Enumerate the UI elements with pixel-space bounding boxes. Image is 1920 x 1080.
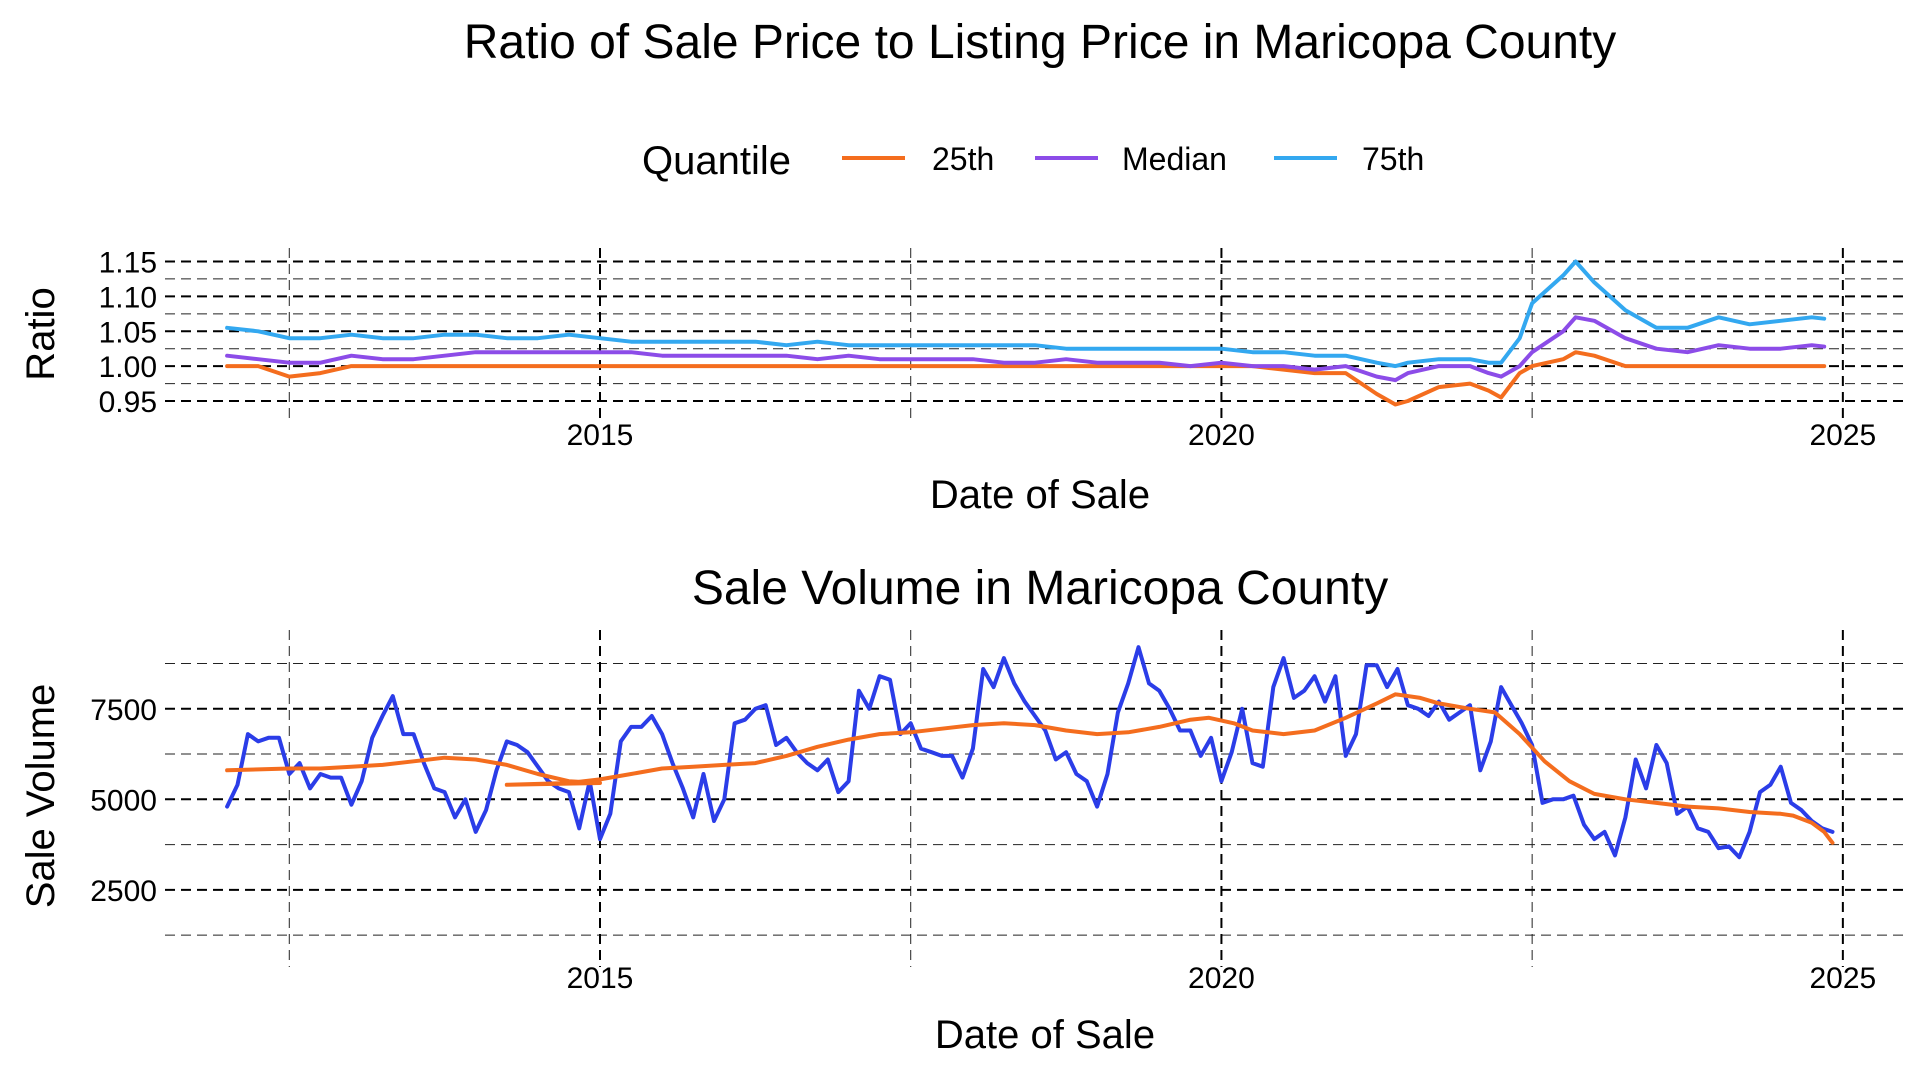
legend: Quantile 25th Median 75th xyxy=(642,139,1424,183)
y-tick-label: 1.05 xyxy=(99,316,157,349)
chart-title: Ratio of Sale Price to Listing Price in … xyxy=(464,16,1617,69)
volume-y-axis-label: Sale Volume xyxy=(19,684,63,909)
legend-label-75th: 75th xyxy=(1362,141,1424,177)
legend-label-25th: 25th xyxy=(932,141,994,177)
volume-x-ticks: 2015 2020 2025 xyxy=(567,962,1877,995)
y-tick-label: 2500 xyxy=(90,875,157,908)
ratio-y-axis-label: Ratio xyxy=(19,287,63,380)
legend-title: Quantile xyxy=(642,139,791,183)
series-line-1-0 xyxy=(225,645,1835,860)
x-tick-label: 2025 xyxy=(1809,962,1876,995)
x-tick-label: 2015 xyxy=(567,962,634,995)
ratio-x-ticks: 2015 2020 2025 xyxy=(567,419,1877,452)
ratio-panel: 0.951.001.051.101.15 2015 2020 2025 Date o… xyxy=(19,246,1905,517)
series-line-0-0 xyxy=(225,350,1827,407)
y-tick-label: 1.15 xyxy=(99,246,157,279)
volume-grid xyxy=(165,630,1905,967)
ratio-series xyxy=(225,259,1827,407)
series-line-1-1 xyxy=(225,692,1835,845)
volume-chart-title: Sale Volume in Maricopa County xyxy=(692,562,1388,615)
x-tick-label: 2020 xyxy=(1188,419,1255,452)
ratio-x-axis-label: Date of Sale xyxy=(930,473,1150,517)
series-line-0-2 xyxy=(225,259,1827,369)
x-tick-label: 2020 xyxy=(1188,962,1255,995)
y-tick-label: 7500 xyxy=(90,694,157,727)
volume-panel: 2500 5000 7500 2015 2020 2025 Date of Sale S… xyxy=(19,630,1905,1057)
y-tick-label: 1.10 xyxy=(99,281,157,314)
y-tick-label: 5000 xyxy=(90,784,157,817)
legend-label-median: Median xyxy=(1122,141,1227,177)
volume-series xyxy=(225,645,1835,860)
volume-y-ticks: 2500 5000 7500 xyxy=(90,694,157,908)
volume-x-axis-label: Date of Sale xyxy=(935,1013,1155,1057)
series-line-0-1 xyxy=(225,315,1827,383)
x-tick-label: 2025 xyxy=(1809,419,1876,452)
ratio-grid xyxy=(165,248,1905,420)
ratio-y-ticks: 0.951.001.051.101.15 xyxy=(99,246,157,419)
y-tick-label: 1.00 xyxy=(99,351,157,384)
y-tick-label: 0.95 xyxy=(99,386,157,419)
x-tick-label: 2015 xyxy=(567,419,634,452)
